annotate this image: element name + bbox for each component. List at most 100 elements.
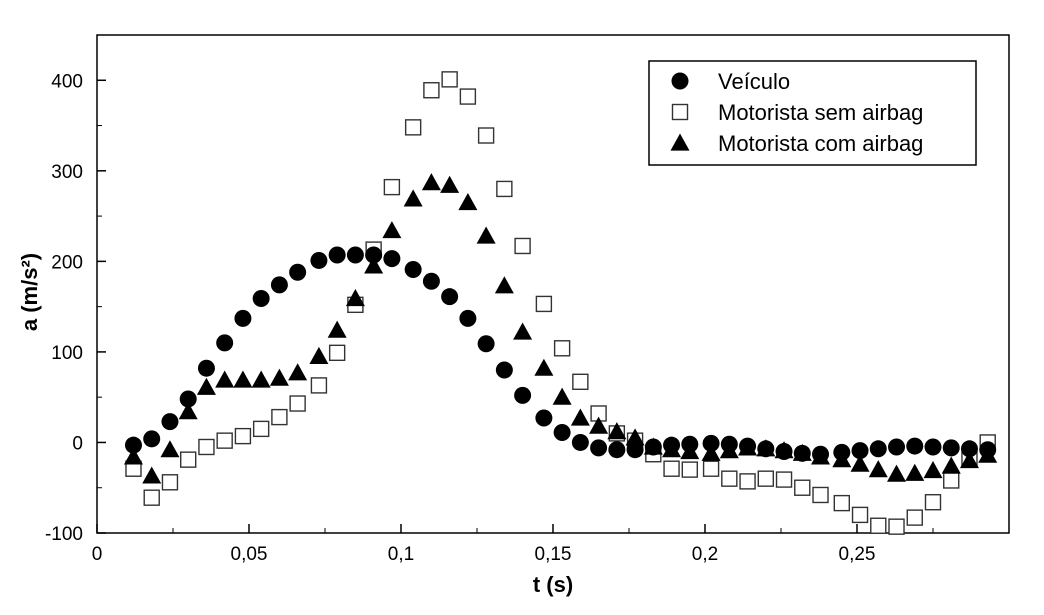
data-point-0-8	[270, 276, 288, 294]
data-point-1-9	[289, 395, 306, 412]
data-point-0-44	[942, 439, 960, 457]
data-point-2-18	[458, 193, 478, 211]
data-point-2-21	[513, 322, 533, 340]
data-point-0-7	[252, 289, 270, 307]
data-point-1-32	[721, 470, 738, 487]
data-point-1-33	[739, 473, 756, 490]
data-point-0-34	[757, 440, 775, 458]
data-point-0-12	[346, 246, 364, 264]
data-point-2-0	[123, 447, 143, 465]
data-point-0-5	[216, 334, 234, 352]
x-tick-label: 0,25	[839, 544, 876, 565]
data-point-0-15	[404, 261, 422, 279]
data-point-2-26	[607, 422, 627, 440]
legend-marker-2	[670, 133, 690, 151]
x-axis-title: t (s)	[533, 572, 573, 597]
data-point-0-43	[924, 438, 942, 456]
y-tick-label: 300	[51, 162, 83, 183]
data-point-2-6	[233, 370, 253, 388]
data-point-1-14	[383, 178, 401, 196]
data-point-1-5	[216, 432, 233, 449]
data-point-2-20	[494, 276, 514, 294]
data-point-0-13	[365, 246, 383, 264]
legend-label-2: Motorista com airbag	[718, 131, 923, 156]
data-point-1-36	[794, 479, 811, 496]
data-point-2-19	[476, 226, 496, 244]
data-point-2-41	[887, 464, 907, 482]
y-axis-title: a (m/s²)	[17, 253, 42, 331]
legend-marker-0	[671, 72, 689, 90]
data-point-2-40	[868, 460, 888, 478]
legend-marker-1	[671, 103, 689, 121]
data-point-2-39	[850, 454, 870, 472]
x-tick-label: 0,05	[231, 544, 268, 565]
data-point-2-13	[364, 256, 384, 274]
data-point-1-11	[328, 344, 346, 362]
data-point-1-43	[924, 494, 942, 511]
data-point-0-45	[960, 440, 978, 458]
data-point-0-14	[383, 250, 401, 268]
series-0	[124, 246, 997, 463]
data-point-0-11	[328, 246, 346, 264]
data-point-1-41	[888, 518, 905, 535]
data-point-1-10	[310, 377, 328, 394]
data-point-1-22	[535, 295, 553, 313]
data-point-0-21	[514, 386, 532, 404]
x-tick-label: 0,2	[692, 544, 718, 565]
data-point-0-26	[608, 441, 626, 459]
data-point-2-8	[269, 368, 289, 386]
y-tick-label: 200	[51, 252, 83, 273]
data-point-2-14	[382, 221, 402, 239]
data-point-2-24	[570, 408, 590, 426]
data-point-0-42	[906, 437, 924, 455]
data-point-1-8	[271, 408, 288, 426]
data-point-0-46	[979, 441, 997, 459]
data-point-2-10	[309, 346, 329, 365]
data-point-0-19	[477, 335, 495, 353]
data-point-0-37	[812, 445, 830, 463]
data-point-2-15	[403, 189, 423, 207]
data-point-1-31	[702, 460, 720, 477]
data-point-1-6	[234, 427, 252, 445]
x-tick-label: 0,15	[535, 544, 572, 565]
legend-label-0: Veículo	[718, 69, 790, 94]
data-point-0-24	[571, 433, 589, 451]
data-point-0-6	[234, 309, 252, 327]
y-tick-label: 100	[51, 343, 83, 364]
data-point-2-5	[215, 370, 235, 388]
data-point-0-38	[833, 443, 851, 461]
data-point-0-9	[289, 263, 307, 281]
y-axis-ticks: -100 0 100 200 300 400	[45, 71, 106, 545]
series-layer	[123, 71, 998, 535]
data-point-0-39	[851, 442, 869, 460]
data-point-2-4	[196, 377, 216, 395]
data-point-1-23	[553, 340, 571, 357]
data-point-0-35	[775, 443, 793, 461]
data-point-2-9	[288, 363, 308, 381]
data-point-0-41	[888, 438, 906, 456]
data-point-0-23	[553, 423, 571, 441]
legend: Veículo Motorista sem airbag Motorista com…	[648, 60, 977, 166]
data-point-2-42	[905, 463, 925, 481]
data-point-0-10	[310, 251, 328, 269]
data-point-0-18	[459, 309, 477, 327]
data-point-1-1	[143, 489, 160, 506]
data-point-1-34	[757, 470, 774, 487]
data-point-2-27	[625, 428, 645, 446]
data-point-2-44	[941, 456, 961, 474]
data-point-0-20	[495, 361, 513, 379]
data-point-2-12	[345, 288, 365, 307]
data-point-1-44	[943, 472, 960, 489]
data-point-0-4	[197, 359, 215, 377]
data-point-1-38	[833, 494, 850, 512]
y-tick-label: -100	[45, 524, 83, 545]
data-point-0-17	[441, 288, 459, 306]
data-point-2-31	[701, 443, 721, 461]
data-point-1-24	[572, 373, 589, 390]
data-point-0-29	[663, 436, 681, 454]
x-axis-ticks: 0 0,05 0,1 0,15 0,2 0,25	[92, 524, 934, 565]
data-point-0-16	[422, 272, 440, 290]
data-point-1-15	[404, 119, 422, 136]
data-point-0-3	[179, 390, 197, 408]
